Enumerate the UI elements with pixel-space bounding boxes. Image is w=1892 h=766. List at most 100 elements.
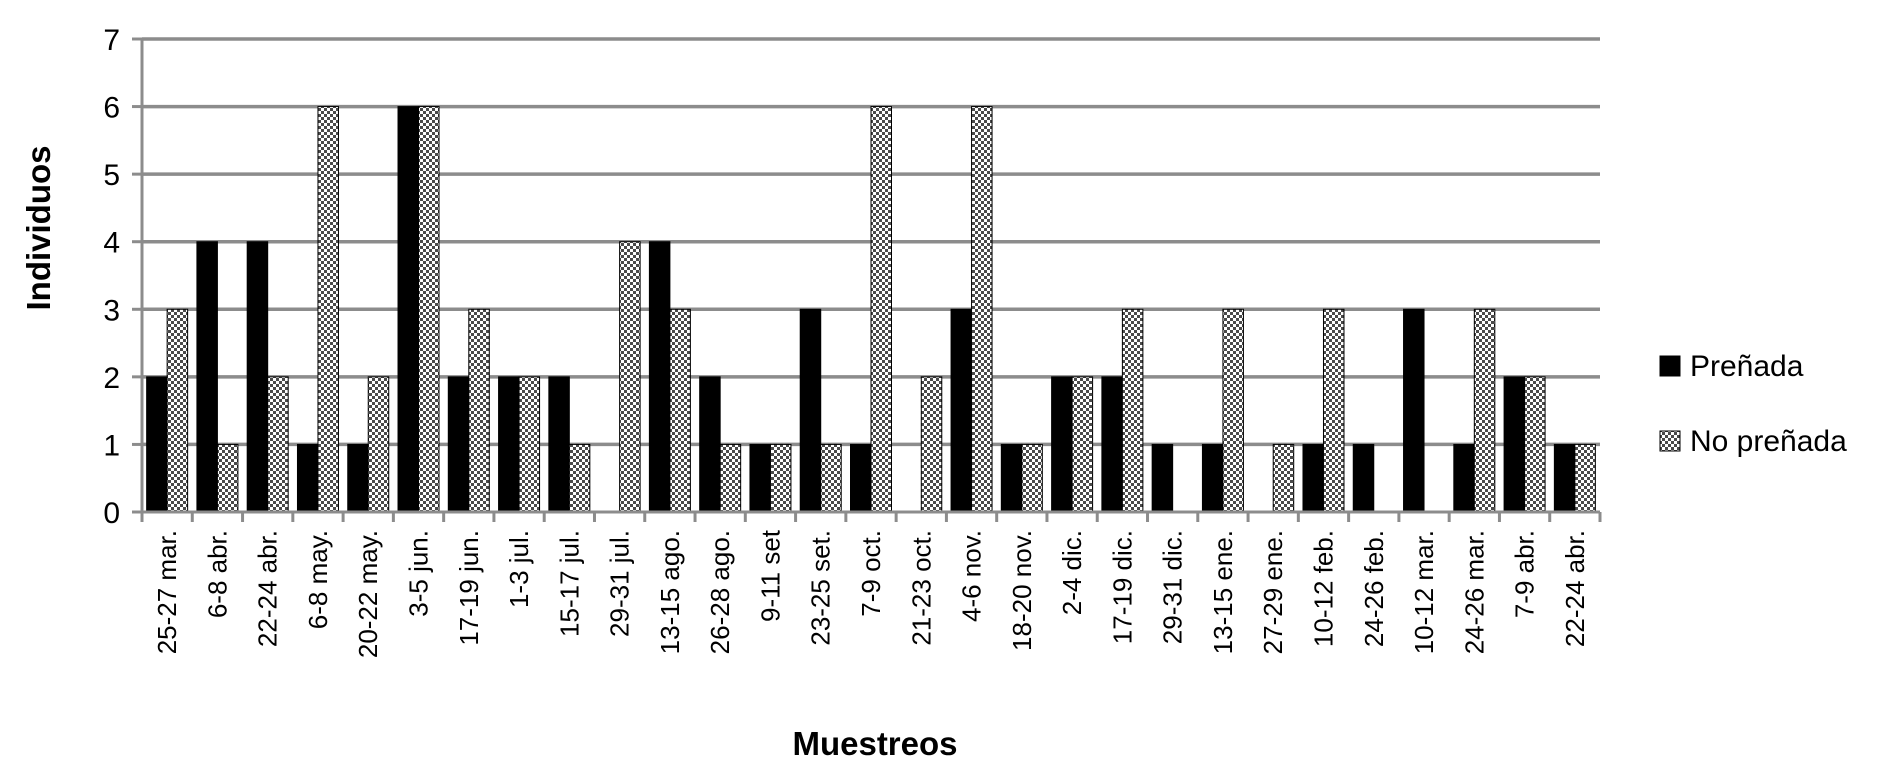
x-tick-label: 24-26 mar. [1459,530,1489,654]
x-tick-label: 20-22 may. [353,530,383,658]
x-tick-label: 1-3 jul. [504,530,534,608]
x-tick-label: 7-9 abr. [1510,530,1540,618]
x-tick-label: 6-8 abr. [202,530,232,618]
y-tick-label: 6 [103,92,120,125]
bar-prenada [347,443,369,513]
bar-prenada [196,241,218,513]
legend-label: No preñada [1690,425,1847,458]
bar-no-prenada [568,443,591,513]
x-tick-label: 7-9 oct. [856,530,886,617]
bar-no-prenada [669,308,691,513]
bar-no-prenada [317,106,339,513]
y-tick-labels: 0 1 2 3 4 5 6 7 [103,24,120,530]
bar-prenada [296,443,319,513]
legend-swatch [1659,430,1681,452]
bar-no-prenada [1071,376,1094,513]
bar-no-prenada [468,308,490,513]
x-tick-label: 4-6 nov. [957,530,987,622]
bar-prenada [548,376,570,513]
y-tick-label: 2 [103,362,120,395]
bar-prenada [146,376,168,513]
x-tick-label: 15-17 jul. [554,530,584,637]
x-tick-label: 29-31 dic. [1158,530,1188,644]
bars [146,106,1596,513]
legend: Preñada No preñada [1659,350,1847,458]
bar-prenada [1352,443,1375,513]
bar-prenada [246,241,269,513]
bar-no-prenada [820,443,842,513]
x-tick-label: 27-29 ene. [1258,530,1288,654]
y-tick-label: 0 [103,497,120,530]
bar-prenada [699,376,721,513]
bar-prenada [850,443,872,513]
x-tick-label: 13-15 ene. [1208,530,1238,654]
legend-swatch [1659,355,1681,377]
x-tick-label: 2-4 dic. [1057,530,1087,615]
bar-prenada [950,308,973,513]
bar-no-prenada [870,106,892,513]
bar-no-prenada [1222,308,1244,513]
x-tick-label: 6-8 may. [303,530,333,629]
bar-no-prenada [920,376,943,513]
x-tick-label: 13-15 ago. [655,530,685,654]
bar-prenada [799,308,822,513]
x-tick-label: 17-19 jun. [454,530,484,646]
bar-no-prenada [1121,308,1144,513]
bar-prenada [648,241,671,513]
y-tick-label: 3 [103,294,120,327]
x-tick-label: 9-11 set [755,529,785,622]
y-tick-label: 7 [103,24,120,57]
bar-prenada [397,106,420,513]
bar-prenada [447,376,470,513]
bar-no-prenada [1322,308,1345,513]
bar-prenada [1302,443,1324,513]
x-tick-label: 10-12 feb. [1308,530,1338,647]
bar-prenada [1201,443,1224,513]
x-tick-label: 10-12 mar. [1409,530,1439,654]
y-tick-label: 5 [103,159,120,192]
bar-prenada [1403,308,1425,513]
legend-label: Preñada [1690,350,1804,383]
x-tick-label: 21-23 oct. [906,530,936,646]
bar-prenada [1453,443,1475,513]
x-tick-label: 17-19 dic. [1107,530,1137,644]
x-tick-label: 22-24 abr. [253,530,283,647]
x-tick-label: 26-28 ago. [705,530,735,654]
bar-prenada [1553,443,1576,513]
bar-no-prenada [267,376,289,513]
bar-prenada [498,376,520,513]
bar-prenada [1101,376,1123,513]
x-tick-label: 29-31 jul. [605,530,635,637]
bar-prenada [1151,443,1174,513]
bar-prenada [1051,376,1073,513]
bar-no-prenada [166,308,189,513]
bar-no-prenada [1574,443,1596,513]
axes [132,37,1602,522]
x-axis-title: Muestreos [792,725,957,762]
bar-no-prenada [769,443,792,513]
bar-prenada [749,443,771,513]
bar-no-prenada [971,106,993,513]
bar-no-prenada [367,376,390,513]
x-tick-label: 23-25 set. [806,530,836,646]
y-tick-label: 4 [103,227,120,260]
x-tick-label: 3-5 jun. [404,530,434,617]
x-tick-label: 25-27 mar. [152,530,182,654]
bar-prenada [1000,443,1023,513]
bar-no-prenada [1021,443,1043,513]
x-tick-labels: 25-27 mar. 6-8 abr. 22-24 abr. 6-8 may. 20-2… [152,529,1590,658]
bar-no-prenada [1524,376,1546,513]
bar-no-prenada [719,443,742,513]
bar-no-prenada [418,106,440,513]
bar-no-prenada [1473,308,1496,513]
x-tick-label: 24-26 feb. [1359,530,1389,647]
bar-no-prenada [518,376,541,513]
bar-no-prenada [216,443,239,513]
y-tick-label: 1 [103,429,120,462]
y-axis-title: Individuos [20,146,57,311]
x-tick-label: 22-24 abr. [1560,530,1590,647]
bar-prenada [1503,376,1526,513]
bar-no-prenada [1272,443,1295,513]
bar-no-prenada [619,241,641,513]
